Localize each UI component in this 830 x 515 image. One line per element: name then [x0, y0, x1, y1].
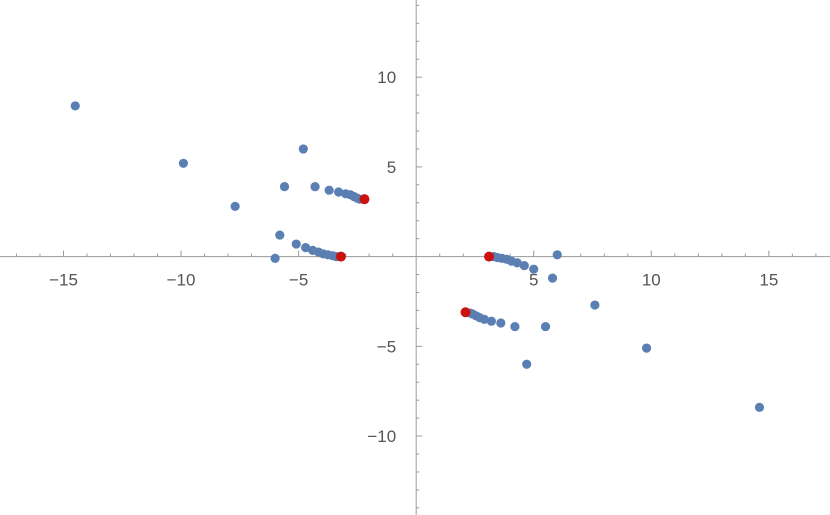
data-point [275, 230, 285, 240]
highlight-point [460, 307, 471, 318]
data-point [70, 101, 80, 111]
x-tick-label: −10 [167, 271, 196, 290]
data-point [230, 201, 240, 211]
x-tick-label: 10 [642, 271, 661, 290]
data-point [279, 182, 290, 192]
highlight-point [484, 251, 495, 262]
data-point [519, 260, 529, 271]
highlight-point [359, 194, 370, 205]
data-point [590, 300, 600, 310]
data-point [510, 321, 520, 332]
data-point [291, 239, 301, 249]
data-point [552, 250, 562, 260]
data-point [540, 321, 551, 332]
highlight-point [335, 251, 346, 262]
data-point [547, 273, 558, 283]
data-point [270, 253, 280, 263]
data-point [324, 185, 334, 195]
data-point [178, 158, 188, 168]
data-point [301, 243, 311, 253]
data-points [70, 101, 765, 412]
data-point [754, 402, 765, 412]
y-tick-label: −5 [377, 337, 396, 356]
tick-labels: −15 −10 −5 5 10 15 −10 −5 5 10 [49, 68, 778, 446]
data-point [310, 182, 320, 192]
y-tick-label: −10 [367, 427, 396, 446]
x-tick-label: 5 [529, 271, 538, 290]
data-point [333, 187, 344, 197]
data-point [529, 264, 539, 274]
x-tick-label: −15 [49, 271, 78, 290]
data-point [298, 144, 308, 154]
data-point [496, 318, 506, 328]
data-point [642, 343, 652, 353]
data-point [522, 359, 532, 369]
y-tick-label: 5 [387, 158, 396, 177]
data-point [486, 316, 497, 326]
x-tick-label: 15 [759, 271, 778, 290]
y-tick-label: 10 [377, 68, 396, 87]
x-tick-label: −5 [289, 271, 308, 290]
